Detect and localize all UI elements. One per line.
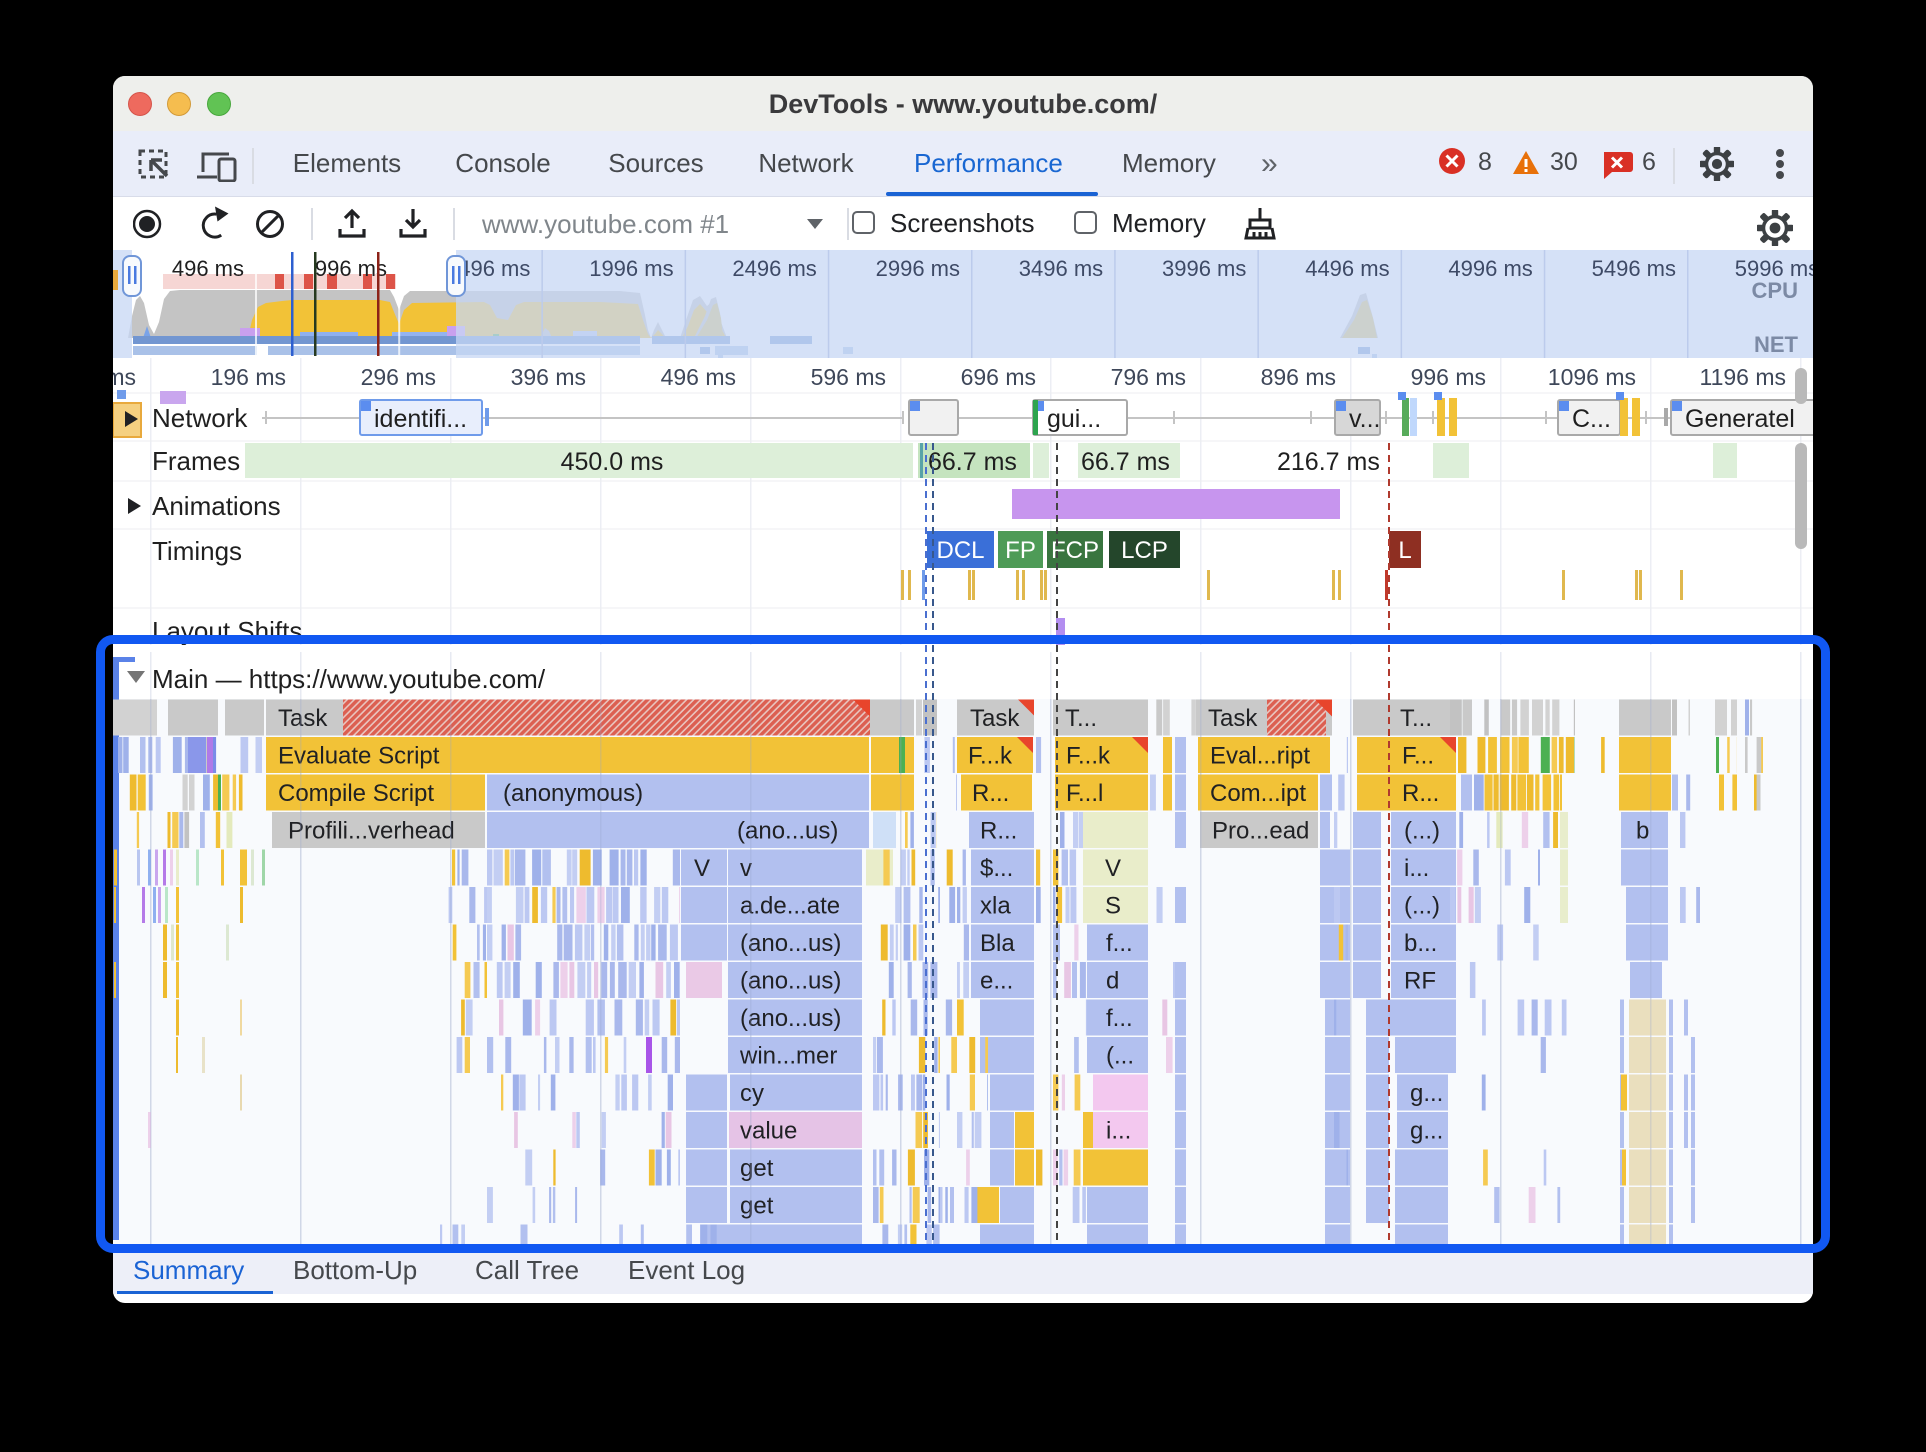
svg-text:(ano...us): (ano...us) xyxy=(740,930,841,957)
svg-text:CPU: CPU xyxy=(1752,278,1798,303)
svg-text:win...mer: win...mer xyxy=(739,1043,837,1070)
svg-text:(anonymous): (anonymous) xyxy=(503,780,643,807)
svg-text:Eval...ript: Eval...ript xyxy=(1210,743,1310,770)
svg-text:296 ms: 296 ms xyxy=(361,364,436,390)
svg-text:g...: g... xyxy=(1410,1080,1443,1107)
svg-text:896 ms: 896 ms xyxy=(1261,364,1336,390)
svg-text:FCP: FCP xyxy=(1051,537,1099,564)
svg-text:get: get xyxy=(740,1155,774,1182)
svg-text:196 ms: 196 ms xyxy=(211,364,286,390)
svg-text:f...: f... xyxy=(1106,1005,1133,1032)
svg-text:5496 ms: 5496 ms xyxy=(1592,256,1676,281)
svg-text:2996 ms: 2996 ms xyxy=(876,256,960,281)
svg-text:F...: F... xyxy=(1402,743,1434,770)
svg-text:d: d xyxy=(1106,968,1119,995)
svg-text:Bla: Bla xyxy=(980,930,1015,957)
svg-text:(...): (...) xyxy=(1404,818,1440,845)
svg-text:3996 ms: 3996 ms xyxy=(1162,256,1246,281)
svg-text:v...: v... xyxy=(1349,405,1380,433)
svg-text:F...k: F...k xyxy=(968,743,1013,770)
svg-text:gui...: gui... xyxy=(1047,405,1101,433)
svg-text:T...: T... xyxy=(1400,705,1432,732)
svg-text:Compile Script: Compile Script xyxy=(278,780,434,807)
svg-text:RF: RF xyxy=(1404,968,1436,995)
svg-text:cy: cy xyxy=(740,1080,764,1107)
svg-text:e...: e... xyxy=(980,968,1013,995)
svg-text:496 ms: 496 ms xyxy=(661,364,736,390)
svg-text:DCL: DCL xyxy=(936,537,984,564)
svg-text:L: L xyxy=(1398,537,1411,564)
svg-text:R...: R... xyxy=(1402,780,1439,807)
svg-text:i...: i... xyxy=(1404,855,1429,882)
svg-text:Main — https://www.youtube.com: Main — https://www.youtube.com/ xyxy=(152,664,546,694)
svg-text:396 ms: 396 ms xyxy=(511,364,586,390)
svg-text:3496 ms: 3496 ms xyxy=(1019,256,1103,281)
svg-text:Task: Task xyxy=(1208,705,1258,732)
svg-text:4996 ms: 4996 ms xyxy=(1448,256,1532,281)
svg-text:450.0 ms: 450.0 ms xyxy=(561,448,664,476)
svg-text:30: 30 xyxy=(1550,148,1578,176)
svg-text:(...): (...) xyxy=(1404,893,1440,920)
svg-text:g...: g... xyxy=(1410,1118,1443,1145)
svg-text:Task: Task xyxy=(970,705,1020,732)
svg-text:www.youtube.com #1: www.youtube.com #1 xyxy=(481,209,729,239)
svg-text:i...: i... xyxy=(1106,1118,1131,1145)
svg-text:(ano...us): (ano...us) xyxy=(740,1005,841,1032)
svg-text:f...: f... xyxy=(1106,930,1133,957)
svg-text:identifi...: identifi... xyxy=(374,405,467,433)
svg-text:4496 ms: 4496 ms xyxy=(1305,256,1389,281)
svg-text:Animations: Animations xyxy=(152,491,281,521)
svg-text:V: V xyxy=(694,855,710,882)
svg-text:496 ms: 496 ms xyxy=(172,256,244,281)
svg-text:Pro...ead: Pro...ead xyxy=(1212,818,1309,845)
svg-text:996 ms: 996 ms xyxy=(315,256,387,281)
svg-text:5996 ms: 5996 ms xyxy=(1735,256,1813,281)
svg-text:Network: Network xyxy=(152,403,248,433)
svg-text:R...: R... xyxy=(980,818,1017,845)
svg-text:216.7 ms: 216.7 ms xyxy=(1277,448,1380,476)
svg-text:$...: $... xyxy=(980,855,1013,882)
svg-text:1996 ms: 1996 ms xyxy=(589,256,673,281)
svg-text:LCP: LCP xyxy=(1121,537,1168,564)
svg-text:F...l: F...l xyxy=(1066,780,1103,807)
svg-text:F...k: F...k xyxy=(1066,743,1111,770)
svg-text:66.7 ms: 66.7 ms xyxy=(1081,448,1170,476)
svg-text:Task: Task xyxy=(278,705,328,732)
svg-text:(...: (... xyxy=(1106,1043,1134,1070)
svg-text:Timings: Timings xyxy=(152,536,242,566)
svg-text:ms: ms xyxy=(113,364,136,390)
svg-text:v: v xyxy=(740,855,752,882)
svg-text:696 ms: 696 ms xyxy=(961,364,1036,390)
svg-text:(ano...us): (ano...us) xyxy=(737,818,838,845)
svg-text:Frames: Frames xyxy=(152,446,240,476)
svg-text:66.7 ms: 66.7 ms xyxy=(928,448,1017,476)
svg-text:2496 ms: 2496 ms xyxy=(732,256,816,281)
svg-text:FP: FP xyxy=(1005,537,1036,564)
svg-text:V: V xyxy=(1105,855,1121,882)
svg-text:Profili...verhead: Profili...verhead xyxy=(288,818,455,845)
svg-text:8: 8 xyxy=(1478,148,1492,176)
svg-text:NET: NET xyxy=(1754,332,1799,357)
svg-text:Com...ipt: Com...ipt xyxy=(1210,780,1306,807)
svg-text:796 ms: 796 ms xyxy=(1111,364,1186,390)
svg-text:596 ms: 596 ms xyxy=(811,364,886,390)
svg-text:b: b xyxy=(1636,818,1649,845)
svg-text:1196 ms: 1196 ms xyxy=(1699,364,1786,390)
svg-text:996 ms: 996 ms xyxy=(1411,364,1486,390)
svg-text:R...: R... xyxy=(972,780,1009,807)
svg-text:get: get xyxy=(740,1193,774,1220)
svg-text:(ano...us): (ano...us) xyxy=(740,968,841,995)
svg-text:Evaluate Script: Evaluate Script xyxy=(278,743,440,770)
svg-text:S: S xyxy=(1105,893,1121,920)
svg-text:C...: C... xyxy=(1572,405,1611,433)
svg-text:T...: T... xyxy=(1065,705,1097,732)
svg-text:value: value xyxy=(740,1118,797,1145)
svg-text:xla: xla xyxy=(980,893,1011,920)
svg-text:1096 ms: 1096 ms xyxy=(1548,364,1636,390)
svg-text:b...: b... xyxy=(1404,930,1437,957)
svg-text:Generatel: Generatel xyxy=(1685,405,1795,433)
svg-text:6: 6 xyxy=(1642,148,1656,176)
svg-text:a.de...ate: a.de...ate xyxy=(740,893,840,920)
